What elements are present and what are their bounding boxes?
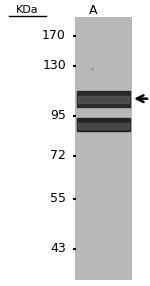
Text: 95: 95 xyxy=(50,109,66,122)
Text: KDa: KDa xyxy=(16,5,38,15)
Text: A: A xyxy=(89,3,97,17)
Text: 170: 170 xyxy=(42,29,66,42)
Bar xyxy=(75,17,132,280)
Text: 43: 43 xyxy=(50,242,66,255)
Text: 55: 55 xyxy=(50,192,66,205)
Text: 130: 130 xyxy=(42,59,66,72)
Text: 72: 72 xyxy=(50,149,66,162)
